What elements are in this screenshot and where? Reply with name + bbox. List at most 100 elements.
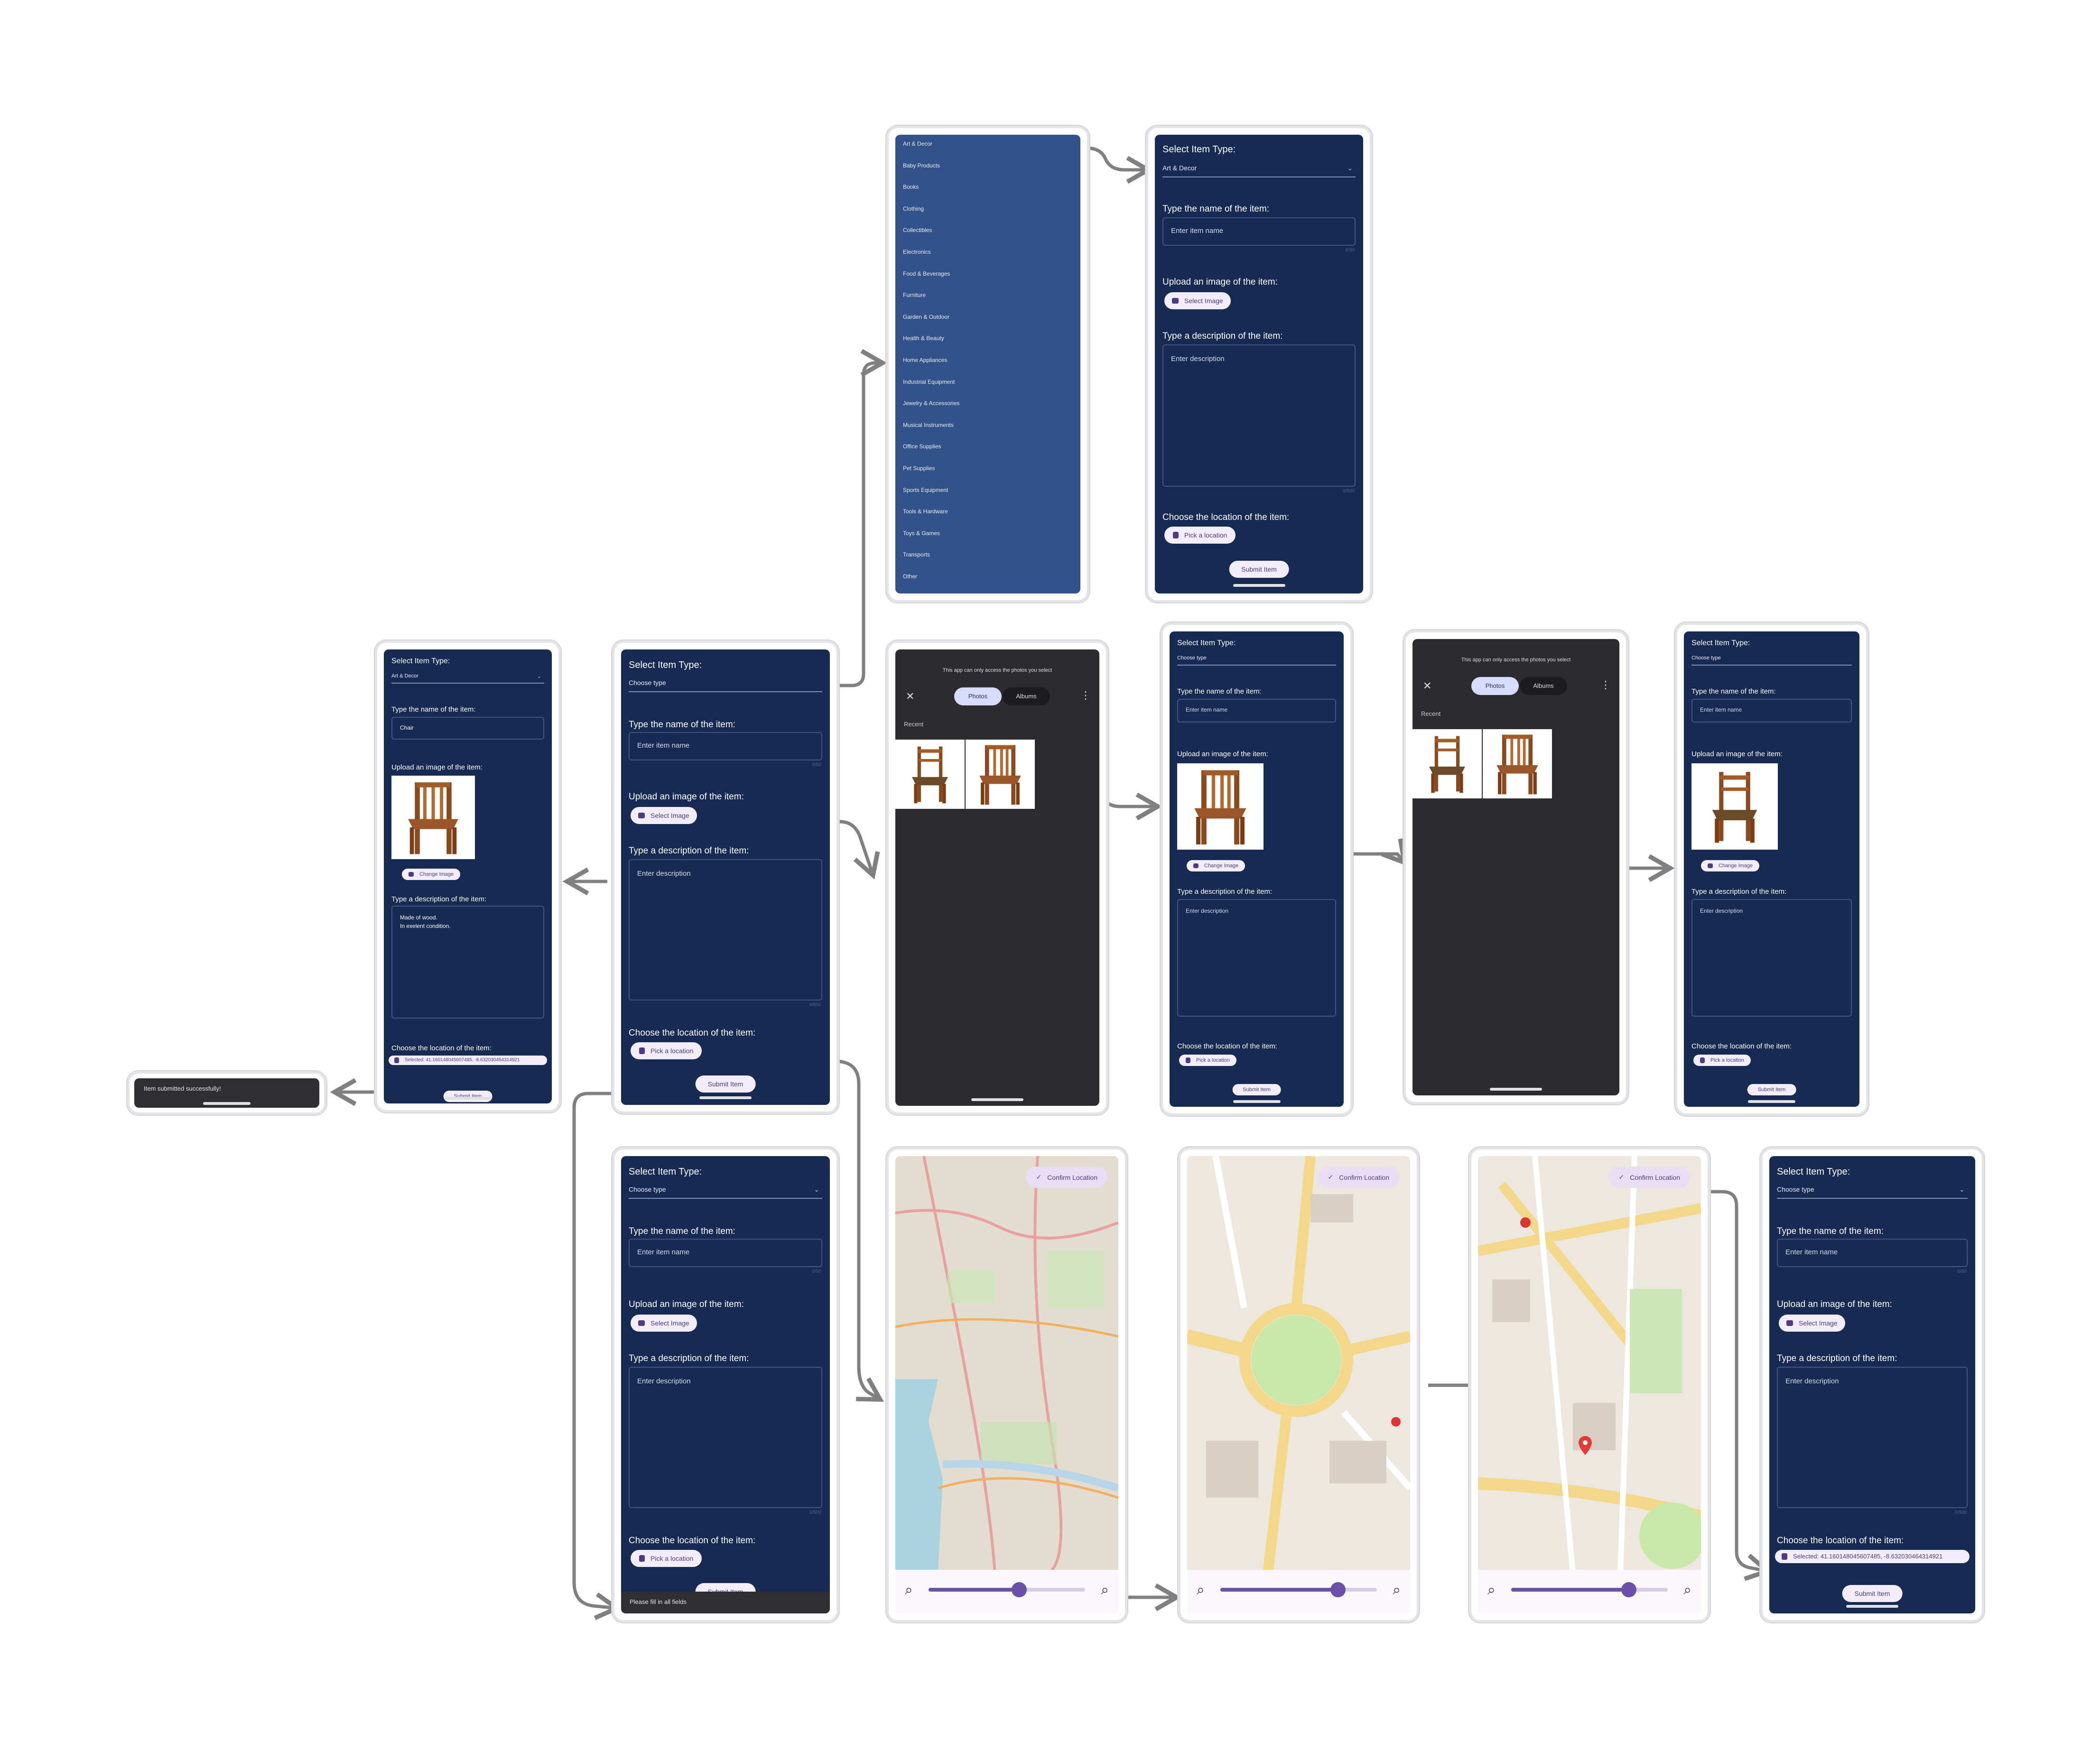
dropdown-option[interactable]: Electronics	[903, 249, 931, 255]
description-input[interactable]: Enter description	[1162, 344, 1356, 487]
pick-location-button[interactable]: Pick a location	[631, 1042, 702, 1059]
dropdown-option[interactable]: Baby Products	[903, 162, 940, 169]
name-input[interactable]: Chair	[391, 717, 544, 740]
zoom-slider-knob[interactable]	[1330, 1582, 1346, 1597]
close-icon[interactable]: ✕	[906, 690, 915, 702]
zoom-slider[interactable]	[1220, 1582, 1377, 1597]
name-input[interactable]: Enter item name	[1691, 699, 1852, 723]
dropdown-option[interactable]: Pet Supplies	[903, 465, 935, 472]
dropdown-option[interactable]: Art & Decor	[903, 140, 933, 147]
name-input[interactable]: Enter item name	[1162, 217, 1356, 246]
zoom-in-icon[interactable]: ⌕	[1101, 1582, 1109, 1598]
dropdown-option[interactable]: Health & Beauty	[903, 335, 944, 342]
dropdown-option[interactable]: Toys & Games	[903, 529, 940, 537]
zoom-slider-knob[interactable]	[1621, 1582, 1636, 1597]
select-image-button[interactable]: Select Image	[631, 1315, 697, 1332]
submit-button[interactable]: Submit Item	[443, 1091, 492, 1102]
map-icon	[394, 1057, 399, 1063]
dropdown-option[interactable]: Office Supplies	[903, 443, 941, 450]
change-image-button[interactable]: Change Image	[1701, 860, 1760, 871]
dropdown-option[interactable]: Jewelry & Accessories	[903, 400, 960, 407]
type-select[interactable]: Choose type ⌄	[1777, 1186, 1968, 1199]
more-icon[interactable]: ⋮	[1080, 689, 1091, 701]
dropdown-option[interactable]: Books	[903, 184, 919, 191]
zoom-out-icon[interactable]: ⌕	[905, 1582, 913, 1598]
photo-thumbnail-2[interactable]	[966, 740, 1035, 809]
pick-location-button[interactable]: Pick a location	[1693, 1055, 1751, 1066]
zoom-slider-knob[interactable]	[1012, 1582, 1027, 1597]
confirm-location-button[interactable]: ✓ Confirm Location	[1026, 1167, 1107, 1188]
select-image-button[interactable]: Select Image	[1164, 292, 1231, 309]
name-input[interactable]: Enter item name	[629, 732, 822, 760]
zoom-slider[interactable]	[1511, 1582, 1668, 1597]
name-placeholder: Enter item name	[1785, 1248, 1838, 1256]
arrow-dropdown-to-form	[944, 146, 1153, 184]
dropdown-option[interactable]: Other	[903, 573, 918, 580]
description-input[interactable]: Enter description	[629, 859, 822, 1001]
pick-location-button[interactable]: Pick a location	[1179, 1055, 1236, 1066]
change-image-button[interactable]: Change Image	[1187, 860, 1245, 871]
map-canvas[interactable]	[1187, 1156, 1410, 1574]
zoom-slider[interactable]	[929, 1582, 1085, 1597]
form-screen-location: Select Item Type: Choose type ⌄ Type the …	[1769, 1156, 1975, 1613]
submit-button[interactable]: Submit Item	[695, 1075, 756, 1093]
type-select[interactable]: Choose type	[1691, 655, 1852, 666]
dropdown-option[interactable]: Sports Equipment	[903, 486, 948, 493]
dropdown-option[interactable]: Clothing	[903, 205, 924, 212]
close-icon[interactable]: ✕	[1423, 680, 1432, 692]
photo-thumbnail-1[interactable]	[895, 740, 965, 809]
dropdown-option[interactable]: Tools & Hardware	[903, 508, 948, 515]
zoom-out-icon[interactable]: ⌕	[1487, 1582, 1496, 1598]
zoom-bar: ⌕ ⌕	[895, 1570, 1118, 1613]
submit-button[interactable]: Submit Item	[1842, 1585, 1903, 1602]
tab-albums[interactable]: Albums	[1520, 677, 1567, 695]
select-image-button[interactable]: Select Image	[631, 807, 697, 824]
description-input[interactable]: Enter description	[629, 1367, 822, 1508]
name-placeholder: Enter item name	[637, 741, 690, 750]
submit-button[interactable]: Submit Item	[1229, 561, 1289, 578]
submit-button[interactable]: Submit Item	[1747, 1084, 1796, 1095]
name-input[interactable]: Enter item name	[629, 1239, 822, 1267]
selected-location-chip[interactable]: Selected: 41.160148045607485, -8.6320304…	[1775, 1550, 1970, 1563]
select-image-button[interactable]: Select Image	[1779, 1315, 1845, 1332]
selected-location-chip[interactable]: Selected: 41.16014804560748​5, -8.632030…	[389, 1056, 547, 1065]
type-select[interactable]: Art & Decor ⌄	[391, 673, 544, 684]
type-select[interactable]: Choose type ⌄	[629, 1186, 822, 1199]
dropdown-option[interactable]: Transports	[903, 551, 930, 558]
type-select[interactable]: Choose type	[1177, 655, 1336, 666]
type-select[interactable]: Art & Decor ⌄	[1162, 164, 1356, 177]
dropdown-option[interactable]: Collectibles	[903, 227, 932, 234]
photo-thumbnail-2[interactable]	[1483, 729, 1552, 798]
description-input[interactable]: Made of wood. In exelent condition.	[391, 906, 544, 1019]
submit-button[interactable]: Submit Item	[1232, 1084, 1281, 1095]
zoom-in-icon[interactable]: ⌕	[1393, 1582, 1401, 1598]
dropdown-option[interactable]: Musical Instruments	[903, 421, 954, 428]
name-input[interactable]: Enter item name	[1177, 699, 1336, 723]
dropdown-option[interactable]: Food & Beverages	[903, 270, 950, 277]
name-input[interactable]: Enter item name	[1777, 1239, 1968, 1267]
pick-location-button[interactable]: Pick a location	[631, 1550, 702, 1567]
map-canvas[interactable]	[1478, 1156, 1701, 1574]
more-icon[interactable]: ⋮	[1600, 679, 1611, 691]
description-input[interactable]: Enter description	[1691, 899, 1852, 1017]
dropdown-option[interactable]: Garden & Outdoor	[903, 313, 950, 320]
confirm-location-button[interactable]: ✓ Confirm Location	[1609, 1167, 1690, 1188]
photo-thumbnail-1[interactable]	[1412, 729, 1482, 798]
pick-location-button[interactable]: Pick a location	[1164, 527, 1236, 544]
change-image-button[interactable]: Change Image	[402, 869, 461, 880]
zoom-in-icon[interactable]: ⌕	[1683, 1582, 1691, 1598]
tab-photos[interactable]: Photos	[1471, 677, 1519, 695]
dropdown-option[interactable]: Home Appliances	[903, 357, 948, 363]
tab-albums[interactable]: Albums	[1003, 687, 1050, 705]
confirm-location-button[interactable]: ✓ Confirm Location	[1318, 1167, 1399, 1188]
description-input[interactable]: Enter description	[1777, 1367, 1968, 1508]
dropdown-option[interactable]: Industrial Equipment	[903, 378, 955, 385]
image-icon	[1193, 863, 1199, 868]
dropdown-option[interactable]: Furniture	[903, 292, 926, 299]
phone-form-filled: Select Item Type: Art & Decor ⌄ Type the …	[375, 640, 561, 1112]
type-select[interactable]: Choose type	[629, 679, 822, 692]
tab-photos[interactable]: Photos	[954, 687, 1002, 705]
zoom-out-icon[interactable]: ⌕	[1197, 1582, 1205, 1598]
map-canvas[interactable]	[895, 1156, 1118, 1574]
description-input[interactable]: Enter description	[1177, 899, 1336, 1017]
